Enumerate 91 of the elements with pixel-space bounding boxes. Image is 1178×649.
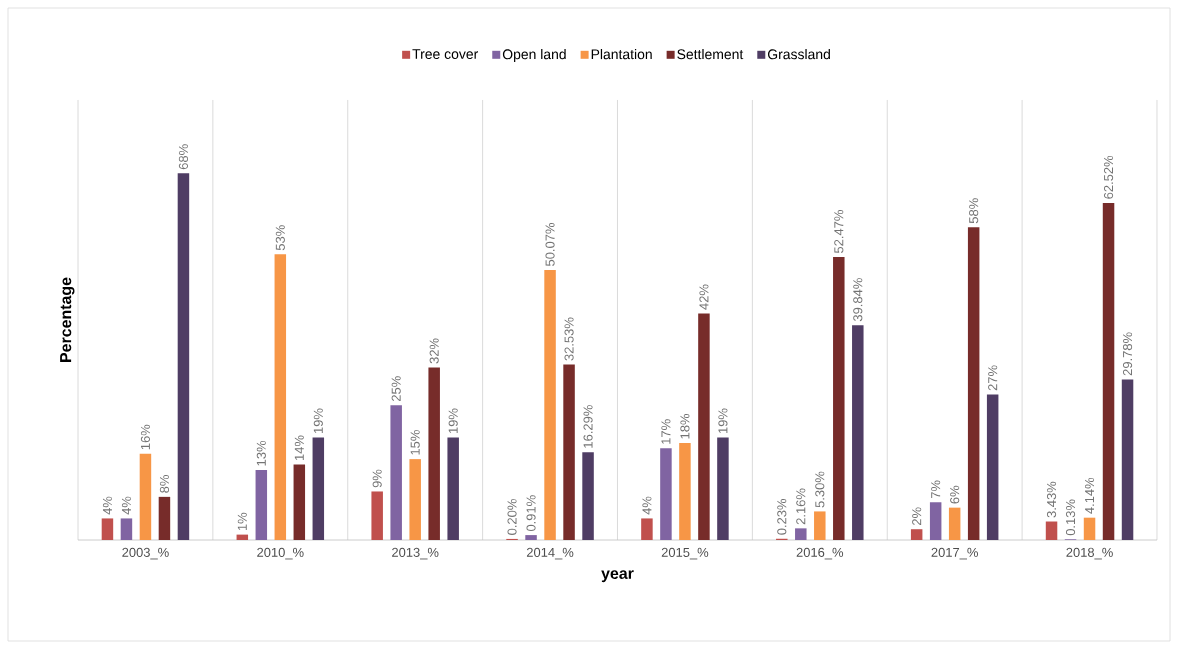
- x-tick-label: 2017_%: [931, 547, 978, 560]
- bar: [371, 491, 383, 540]
- data-label: 27%: [988, 365, 998, 391]
- data-label: 62.52%: [1103, 155, 1114, 199]
- data-label: 4.14%: [1085, 477, 1095, 514]
- data-label: 3.43%: [1046, 481, 1057, 518]
- bar: [795, 528, 807, 540]
- data-label: 32%: [429, 338, 439, 364]
- x-tick-label: 2015_%: [661, 547, 709, 560]
- bar: [312, 437, 325, 540]
- bar: [910, 529, 923, 540]
- data-label: 6%: [950, 485, 960, 504]
- data-label: 14%: [294, 435, 304, 460]
- data-label: 0.23%: [777, 498, 787, 535]
- x-axis-title: year: [601, 570, 634, 583]
- bar: [101, 518, 114, 540]
- x-tick-label: 2014_%: [526, 547, 574, 560]
- data-label: 19%: [448, 408, 458, 434]
- bar: [563, 364, 575, 540]
- bar: [293, 464, 306, 540]
- legend-label: Tree cover: [412, 49, 479, 59]
- data-label: 53%: [275, 225, 285, 251]
- bar: [544, 270, 556, 540]
- bar: [1121, 379, 1134, 540]
- bar: [390, 405, 402, 540]
- bar: [447, 437, 459, 540]
- data-label: 0.91%: [526, 495, 536, 532]
- data-label: 52.47%: [834, 210, 844, 254]
- data-label: 25%: [391, 376, 401, 402]
- data-label: 2%: [912, 507, 922, 526]
- bar: [717, 437, 729, 540]
- data-label: 19%: [313, 408, 323, 434]
- data-label: 9%: [372, 469, 382, 488]
- data-label: 0.20%: [507, 499, 517, 535]
- data-label: 1%: [237, 512, 247, 531]
- data-label: 15%: [410, 430, 420, 455]
- bar: [929, 502, 942, 540]
- data-label: 5.30%: [815, 471, 825, 508]
- legend-label: Open land: [502, 49, 566, 62]
- legend-label: Settlement: [677, 49, 744, 60]
- x-tick-label: 2013_%: [392, 547, 439, 560]
- bar: [409, 459, 421, 540]
- bar: [139, 453, 152, 540]
- data-label: 39.84%: [853, 278, 863, 322]
- data-label: 17%: [661, 419, 671, 444]
- bar: [852, 325, 864, 540]
- bar: [120, 518, 133, 540]
- legend-label: Grassland: [767, 49, 830, 60]
- bar: [255, 469, 268, 540]
- data-label: 8%: [159, 475, 170, 493]
- data-label: 0.13%: [1065, 499, 1076, 536]
- bar: [660, 448, 672, 540]
- bar: [833, 257, 845, 540]
- data-label: 4%: [121, 496, 131, 515]
- bar: [582, 452, 594, 540]
- bar: [525, 535, 537, 540]
- bar: [986, 394, 999, 540]
- data-label: 29.78%: [1122, 332, 1133, 376]
- data-label: 58%: [969, 198, 979, 224]
- data-label: 2.16%: [796, 488, 806, 525]
- data-label: 13%: [256, 440, 266, 466]
- y-axis-title: Percentage: [60, 277, 75, 362]
- x-tick-label: 2018_%: [1066, 547, 1113, 560]
- x-tick-label: 2010_%: [257, 547, 304, 560]
- bar: [698, 313, 710, 540]
- x-tick-label: 2016_%: [796, 547, 844, 560]
- data-label: 4%: [102, 496, 112, 515]
- data-label: 7%: [931, 480, 941, 499]
- bar: [814, 511, 826, 540]
- data-label: 18%: [680, 413, 690, 439]
- data-label: 19%: [718, 408, 728, 434]
- data-label: 16%: [140, 424, 151, 450]
- data-label: 50.07%: [545, 223, 555, 266]
- x-tick-label: 2003_%: [122, 547, 169, 560]
- bar: [948, 507, 961, 540]
- data-label: 16.29%: [583, 405, 593, 448]
- bar: [679, 442, 691, 540]
- bar: [1045, 521, 1058, 540]
- bar: [641, 518, 653, 540]
- bar: [177, 173, 190, 540]
- bar: [967, 227, 980, 540]
- bar: [1102, 202, 1115, 540]
- bar: [274, 254, 287, 540]
- bar: [158, 496, 171, 540]
- bar: [428, 367, 440, 540]
- data-label: 32.53%: [564, 317, 574, 361]
- legend-label: Plantation: [591, 49, 652, 60]
- data-label: 68%: [178, 144, 189, 170]
- data-label: 4%: [642, 496, 652, 515]
- data-label: 42%: [699, 284, 709, 310]
- bar: [1083, 517, 1096, 540]
